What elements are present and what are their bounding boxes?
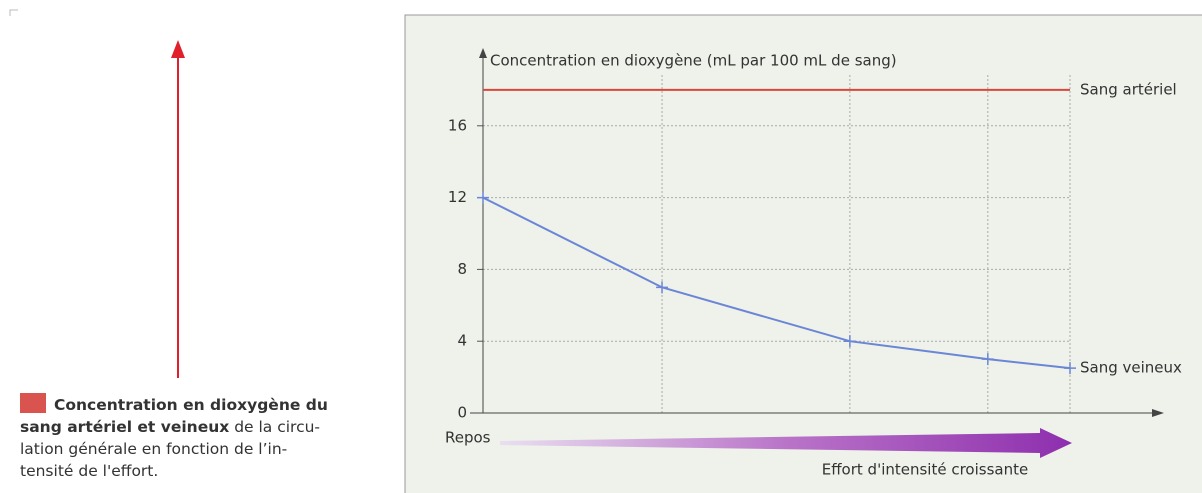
red-arrow-head bbox=[171, 40, 185, 58]
point-marker bbox=[981, 353, 994, 366]
point-marker bbox=[1064, 362, 1076, 375]
series-label: Sang artériel bbox=[1080, 80, 1177, 98]
y-tick-label: 4 bbox=[457, 332, 467, 350]
caption-normal: de la circu- bbox=[234, 418, 321, 436]
point-marker bbox=[843, 335, 856, 348]
caption-bold: sang artériel et veineux bbox=[20, 418, 230, 436]
series-label: Sang veineux bbox=[1080, 359, 1182, 377]
x-axis-arrow bbox=[1152, 409, 1164, 417]
caption-line: Concentration en dioxygène du bbox=[20, 393, 400, 416]
caption-normal: tensité de l'effort. bbox=[20, 462, 159, 480]
caption-square bbox=[20, 393, 46, 413]
effort-arrow bbox=[500, 428, 1072, 458]
x-axis-label: Effort d'intensité croissante bbox=[822, 461, 1028, 479]
point-marker bbox=[477, 191, 489, 204]
x-tick-label: Repos bbox=[445, 429, 491, 447]
y-axis-label: Concentration en dioxygène (mL par 100 m… bbox=[490, 52, 897, 70]
y-tick-label: 0 bbox=[457, 404, 467, 422]
caption-line: tensité de l'effort. bbox=[20, 460, 400, 482]
corner-mark bbox=[9, 9, 18, 16]
caption-bold: Concentration en dioxygène du bbox=[54, 396, 328, 414]
caption-normal: lation générale en fonction de l’in- bbox=[20, 440, 288, 458]
caption-line: lation générale en fonction de l’in- bbox=[20, 438, 400, 460]
point-marker bbox=[656, 281, 669, 294]
y-tick-label: 12 bbox=[448, 188, 467, 206]
y-axis-arrow bbox=[479, 48, 487, 58]
y-tick-label: 16 bbox=[448, 116, 467, 134]
y-tick-label: 8 bbox=[457, 260, 467, 278]
caption: Concentration en dioxygène du sang artéri… bbox=[20, 393, 400, 482]
caption-line: sang artériel et veineux de la circu- bbox=[20, 416, 400, 438]
